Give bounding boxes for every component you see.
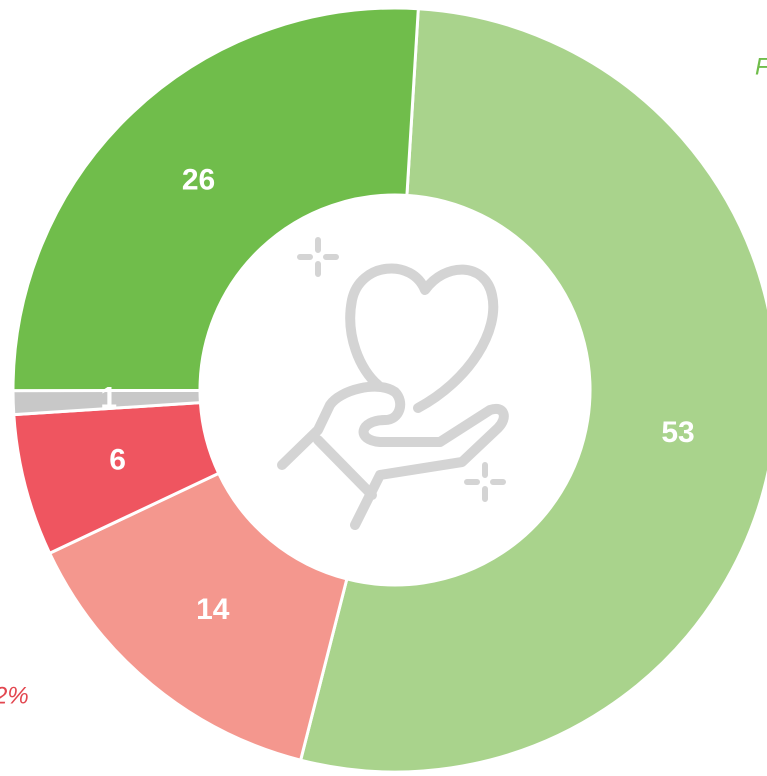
segment xyxy=(298,7,767,774)
hand-line xyxy=(313,435,377,500)
value-label: 53 xyxy=(661,416,694,449)
segment xyxy=(47,471,349,762)
center-icon xyxy=(277,237,509,530)
hand xyxy=(277,381,509,530)
heart xyxy=(345,263,499,413)
sparkles xyxy=(297,237,506,502)
segments xyxy=(11,6,767,774)
segment xyxy=(11,6,420,393)
annotation: F xyxy=(755,53,767,80)
annotation: 2% xyxy=(0,682,29,709)
value-labels: 53 14 6 1 26 xyxy=(100,163,694,626)
value-label: 6 xyxy=(109,444,126,477)
value-label: 14 xyxy=(196,593,230,626)
value-label: 1 xyxy=(100,381,117,414)
value-label: 26 xyxy=(182,163,215,196)
